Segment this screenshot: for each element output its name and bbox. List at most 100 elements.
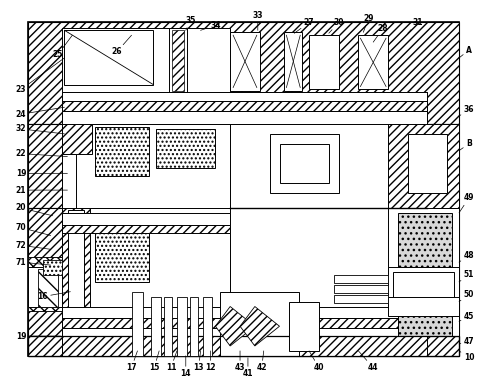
Bar — [393, 272, 454, 302]
Bar — [408, 134, 447, 193]
Polygon shape — [240, 307, 279, 346]
Bar — [63, 336, 428, 356]
Bar — [28, 22, 459, 356]
Bar — [63, 318, 428, 328]
Text: 36: 36 — [459, 105, 474, 116]
Bar — [63, 312, 78, 356]
Bar — [220, 292, 299, 356]
Text: 70: 70 — [16, 223, 51, 235]
Text: 14: 14 — [180, 356, 191, 378]
Bar — [28, 22, 459, 124]
Bar — [65, 30, 153, 85]
Polygon shape — [28, 257, 63, 312]
Text: 51: 51 — [459, 271, 474, 282]
Text: 49: 49 — [459, 194, 474, 213]
Bar — [69, 210, 84, 315]
Bar — [63, 153, 76, 208]
Bar — [132, 292, 143, 356]
Text: 33: 33 — [253, 11, 263, 30]
Text: 11: 11 — [166, 351, 177, 372]
Text: 32: 32 — [16, 124, 65, 134]
Bar — [63, 124, 92, 153]
Text: 41: 41 — [243, 358, 253, 378]
Bar — [398, 307, 452, 336]
Bar — [95, 233, 149, 282]
Text: 25: 25 — [52, 35, 72, 60]
Text: 44: 44 — [358, 351, 379, 372]
Bar — [398, 213, 452, 267]
Text: 31: 31 — [408, 18, 423, 33]
Text: 30: 30 — [329, 18, 344, 33]
Bar — [151, 297, 161, 356]
Text: 27: 27 — [295, 18, 314, 33]
Bar — [230, 32, 260, 91]
Bar — [63, 208, 90, 316]
Bar — [388, 124, 459, 208]
Bar — [388, 267, 459, 307]
Text: 45: 45 — [459, 312, 474, 321]
Text: 20: 20 — [16, 204, 52, 216]
Bar — [334, 294, 388, 302]
Bar — [230, 124, 428, 208]
Bar — [63, 92, 428, 124]
Bar — [28, 257, 63, 312]
Text: 19: 19 — [16, 169, 68, 178]
Bar — [289, 302, 319, 351]
Bar — [284, 32, 302, 91]
Bar — [63, 307, 428, 318]
Text: 12: 12 — [205, 351, 216, 372]
Bar — [177, 297, 187, 356]
Bar — [63, 124, 230, 208]
Polygon shape — [215, 307, 255, 346]
Text: 26: 26 — [111, 35, 132, 56]
Bar — [65, 313, 76, 354]
Text: 17: 17 — [126, 351, 138, 372]
Text: 13: 13 — [193, 351, 204, 372]
Bar — [63, 328, 428, 336]
Text: 35: 35 — [186, 16, 196, 30]
Bar — [169, 28, 187, 92]
Bar — [388, 208, 459, 336]
Bar — [203, 297, 212, 356]
Bar — [63, 213, 230, 225]
Bar — [63, 208, 230, 316]
Text: 21: 21 — [16, 186, 68, 194]
Bar — [164, 297, 172, 356]
Bar — [388, 297, 459, 316]
Text: 42: 42 — [257, 351, 267, 372]
Bar — [190, 297, 198, 356]
Text: 47: 47 — [459, 337, 474, 346]
Bar — [63, 101, 428, 111]
Text: 15: 15 — [149, 351, 159, 372]
Bar — [95, 127, 149, 176]
Bar — [156, 129, 215, 168]
Bar — [230, 208, 428, 316]
Text: 34: 34 — [201, 21, 221, 30]
Bar — [28, 336, 459, 356]
Bar — [28, 208, 459, 356]
Text: 22: 22 — [16, 149, 68, 158]
Bar — [358, 35, 388, 89]
Text: A: A — [459, 45, 472, 58]
Bar — [28, 336, 459, 356]
Text: 29: 29 — [363, 14, 374, 32]
Bar — [63, 225, 230, 233]
Bar — [28, 267, 63, 307]
Bar — [63, 111, 428, 124]
Bar — [270, 134, 339, 193]
Bar — [28, 124, 459, 208]
Text: B: B — [459, 139, 472, 150]
Bar — [309, 35, 339, 89]
Text: 19: 19 — [16, 332, 60, 341]
Text: 72: 72 — [16, 241, 51, 250]
Polygon shape — [38, 269, 57, 307]
Bar — [334, 285, 388, 293]
Text: 16: 16 — [37, 292, 70, 301]
Text: 40: 40 — [309, 351, 324, 372]
Text: 48: 48 — [459, 251, 474, 262]
Text: 50: 50 — [459, 290, 474, 302]
Bar — [43, 260, 63, 275]
Text: 43: 43 — [235, 351, 245, 372]
Text: 71: 71 — [16, 258, 51, 266]
Bar — [172, 30, 184, 91]
